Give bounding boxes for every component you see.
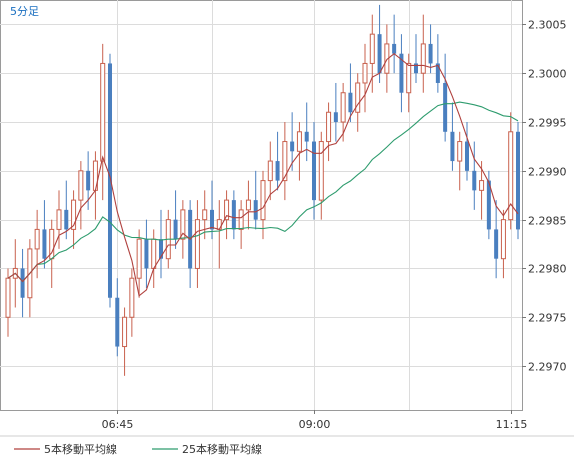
candle-body-up: [100, 62, 106, 162]
candle-body-up: [326, 111, 332, 143]
candle-body-up: [406, 62, 412, 94]
ma25-line: [7, 101, 519, 283]
x-axis-ticks: 06:45 09:00 11:15: [102, 410, 528, 431]
candle-body-up: [369, 33, 375, 64]
candle-body-up: [5, 277, 11, 318]
candle-body-down: [464, 141, 470, 171]
x-tick-label: 09:00: [299, 418, 331, 431]
candle-body-down: [209, 209, 215, 230]
candle-body-down: [173, 219, 178, 240]
candle-body-up: [34, 228, 40, 250]
y-tick-label: 2.3000: [528, 68, 567, 81]
candle-body-down: [311, 141, 317, 201]
candle-body-up: [282, 141, 288, 182]
moving-averages: [7, 52, 519, 297]
candle-body-up: [260, 180, 266, 221]
candle-body-down: [275, 161, 280, 181]
candle-body-up: [267, 160, 273, 182]
candle-body-down: [392, 43, 397, 54]
candle-body-down: [494, 229, 499, 259]
candle-body-down: [304, 131, 309, 142]
candle-body-down: [107, 63, 113, 298]
candle-body-down: [486, 180, 491, 230]
candle-body-up: [202, 209, 208, 221]
candle-body-up: [245, 199, 251, 211]
y-tick-label: 2.2975: [528, 312, 567, 325]
candle-body-down: [333, 112, 338, 123]
candle-body-up: [224, 199, 230, 221]
y-tick-label: 2.2985: [528, 215, 567, 228]
ma5-line: [7, 52, 519, 297]
candle-body-down: [428, 43, 433, 64]
legend: 5本移動平均線 25本移動平均線: [14, 442, 262, 456]
candle-body-down: [42, 229, 47, 259]
candles: [5, 4, 521, 376]
candle-body-up: [508, 131, 514, 221]
candle-body-down: [413, 63, 419, 74]
candle-body-up: [355, 82, 361, 113]
candle-body-down: [64, 209, 69, 230]
candle-body-up: [56, 209, 62, 230]
x-tick-label: 11:15: [496, 418, 528, 431]
y-tick-label: 2.2980: [528, 263, 567, 276]
legend-ma25-label: 25本移動平均線: [182, 442, 262, 456]
legend-ma5-label: 5本移動平均線: [44, 442, 117, 456]
candle-body-up: [500, 219, 506, 260]
candle-body-up: [180, 209, 186, 240]
candle-body-down: [231, 200, 236, 230]
candle-body-up: [238, 209, 244, 230]
candle-body-down: [348, 92, 353, 113]
candle-body-down: [290, 141, 295, 152]
candle-body-up: [318, 141, 324, 201]
candle-body-up: [296, 131, 302, 152]
candle-body-up: [479, 180, 485, 191]
candle-body-down: [253, 200, 258, 220]
interval-label: 5分足: [10, 5, 39, 18]
candle-body-down: [443, 82, 448, 132]
candle-body-down: [515, 131, 521, 230]
candle-body-up: [194, 219, 200, 269]
candle-body-down: [399, 53, 404, 93]
candle-body-up: [122, 316, 128, 348]
candle-body-down: [450, 131, 455, 162]
candle-body-down: [144, 239, 149, 269]
candle-body-down: [86, 170, 91, 191]
candle-body-down: [377, 34, 382, 74]
candle-body-down: [435, 63, 440, 83]
candle-body-down: [158, 239, 164, 259]
candle-body-down: [20, 268, 25, 298]
candle-body-up: [71, 199, 77, 230]
candle-body-up: [362, 62, 368, 84]
candle-body-up: [340, 92, 346, 123]
candle-body-up: [420, 43, 426, 74]
candle-body-down: [115, 297, 120, 347]
y-axis-ticks: 2.2970 2.2975 2.2980 2.2985 2.2990 2.2995 2.30…: [522, 19, 567, 374]
candle-body-up: [151, 238, 157, 269]
candle-body-up: [78, 170, 84, 201]
candle-body-up: [457, 141, 463, 162]
y-tick-label: 2.3005: [528, 19, 567, 32]
candle-body-up: [136, 238, 142, 279]
y-tick-label: 2.2995: [528, 117, 567, 130]
y-tick-label: 2.2990: [528, 166, 567, 179]
candle-body-up: [129, 277, 135, 318]
y-tick-label: 2.2970: [528, 361, 567, 374]
candle-body-down: [472, 170, 477, 191]
x-tick-label: 06:45: [102, 418, 134, 431]
